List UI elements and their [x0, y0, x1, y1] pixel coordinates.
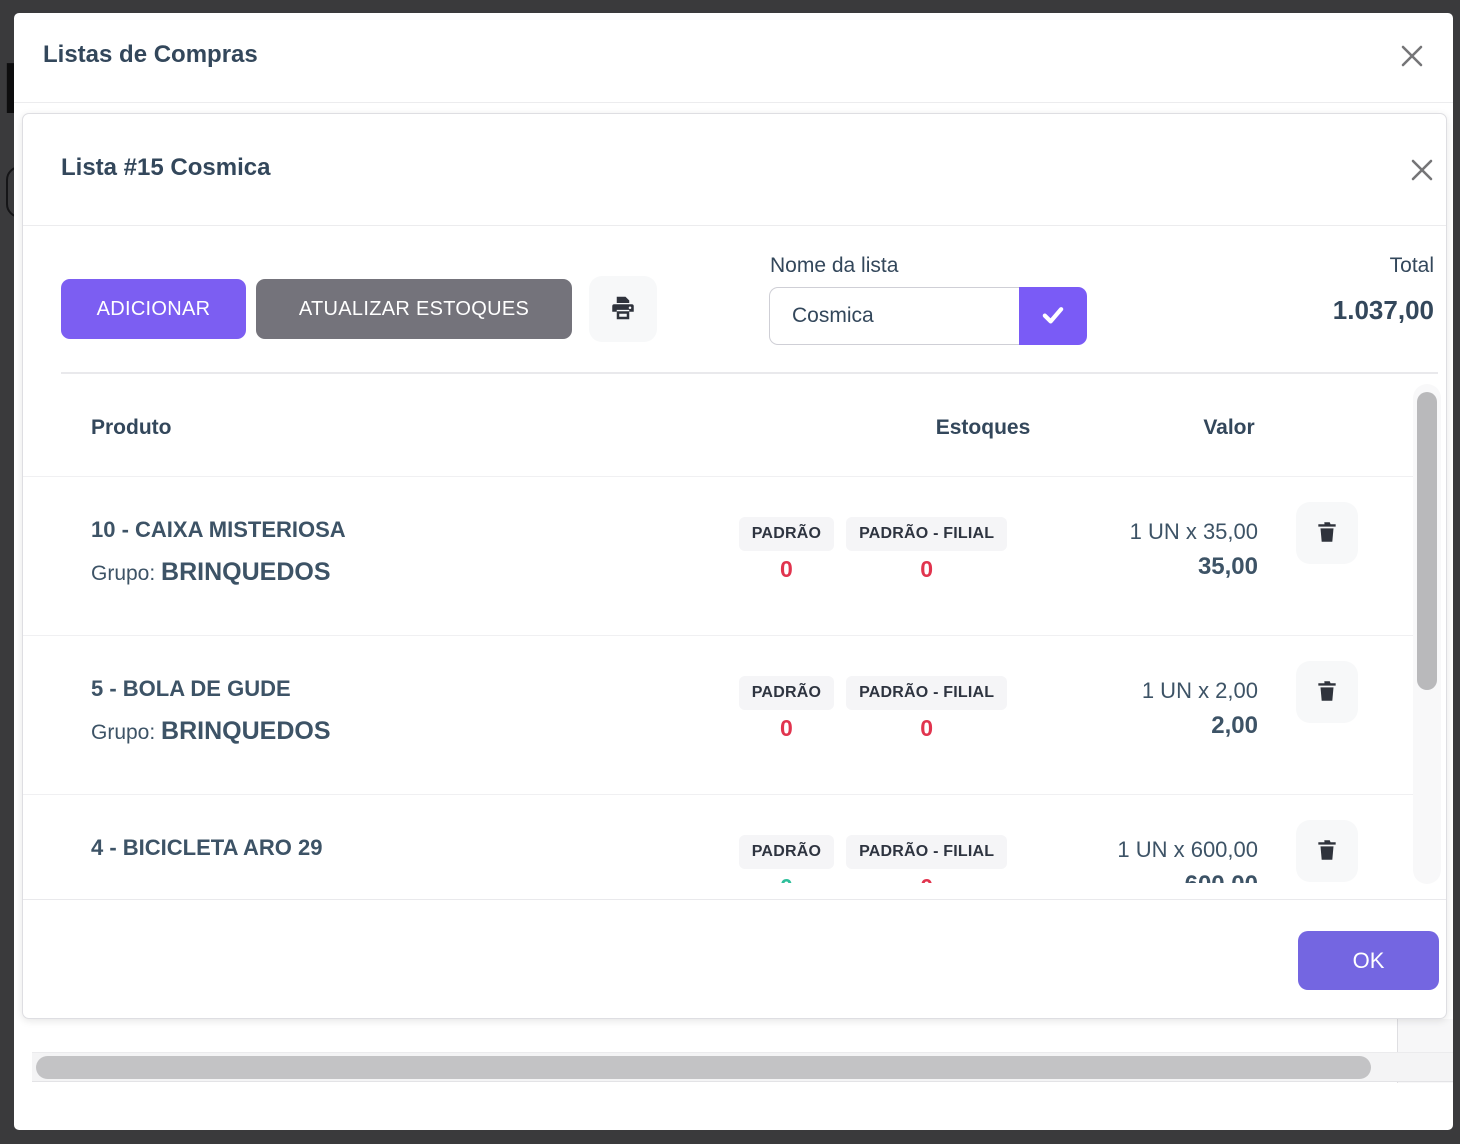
column-header-stocks: Estoques	[935, 416, 1031, 439]
check-icon	[1039, 301, 1067, 332]
printer-icon	[608, 293, 638, 326]
table-row: 4 - BICICLETA ARO 29 PADRÃO 0 PADRÃO - F…	[23, 795, 1413, 883]
stocks-cell: PADRÃO 0 PADRÃO - FILIAL 0	[718, 795, 1028, 883]
subtotal: 600,00	[1028, 871, 1258, 883]
quantity-price: 1 UN x 2,00	[1141, 678, 1258, 703]
product-cell: 4 - BICICLETA ARO 29	[91, 795, 718, 883]
product-name: 4 - BICICLETA ARO 29	[91, 835, 323, 860]
vertical-scrollbar-thumb[interactable]	[1417, 392, 1437, 690]
list-name-group	[769, 287, 1087, 345]
column-header-value: Valor	[1203, 416, 1255, 439]
outer-modal-title: Listas de Compras	[43, 41, 258, 68]
table-header-row: Produto Estoques Valor	[23, 374, 1413, 477]
stock-badge: PADRÃO	[738, 835, 835, 869]
stock-value: 0	[780, 874, 793, 883]
stocks-cell: PADRÃO 0 PADRÃO - FILIAL 0	[718, 477, 1028, 635]
trash-icon	[1314, 519, 1340, 548]
stock-column: PADRÃO - FILIAL 0	[846, 835, 1008, 883]
inner-modal: Lista #15 Cosmica ADICIONAR ATUALIZAR ES…	[22, 113, 1447, 1019]
subtotal: 2,00	[1211, 712, 1258, 739]
delete-item-button[interactable]	[1296, 820, 1358, 882]
stock-badge: PADRÃO - FILIAL	[846, 517, 1008, 551]
product-table: Produto Estoques Valor 10 - CAIXA MISTER…	[23, 374, 1413, 883]
list-name-input[interactable]	[769, 287, 1019, 345]
trash-cell	[1258, 795, 1358, 883]
footer-separator	[23, 899, 1446, 900]
stock-column: PADRÃO - FILIAL 0	[846, 517, 1008, 583]
outer-modal-close-button[interactable]	[1396, 40, 1428, 72]
trash-cell	[1258, 477, 1358, 635]
stock-column: PADRÃO 0	[738, 835, 835, 883]
delete-item-button[interactable]	[1296, 502, 1358, 564]
toolbar-separator	[61, 372, 1438, 374]
stock-column: PADRÃO - FILIAL 0	[846, 676, 1008, 742]
outer-modal: Listas de Compras Lista #15 Cosmica ADIC…	[14, 13, 1453, 1130]
stock-badge: PADRÃO	[738, 676, 835, 710]
stock-column: PADRÃO 0	[738, 517, 835, 583]
stock-badge: PADRÃO	[738, 517, 835, 551]
inner-modal-close-button[interactable]	[1406, 154, 1438, 186]
inner-modal-title: Lista #15 Cosmica	[61, 154, 271, 181]
total-value: 1.037,00	[1332, 295, 1434, 325]
update-stocks-button[interactable]: ATUALIZAR ESTOQUES	[256, 279, 572, 339]
close-icon	[1396, 45, 1428, 75]
table-row: 10 - CAIXA MISTERIOSA Grupo: BRINQUEDOS …	[23, 477, 1413, 636]
ok-button[interactable]: OK	[1298, 931, 1439, 990]
outer-modal-header: Listas de Compras	[14, 13, 1453, 103]
delete-item-button[interactable]	[1296, 661, 1358, 723]
total-label: Total	[1389, 254, 1434, 277]
horizontal-scrollbar[interactable]	[32, 1052, 1453, 1082]
stock-column: PADRÃO 0	[738, 676, 835, 742]
inner-modal-header: Lista #15 Cosmica	[23, 114, 1446, 226]
column-header-product: Produto	[91, 416, 172, 439]
stock-value: 0	[780, 715, 793, 741]
product-name: 10 - CAIXA MISTERIOSA	[91, 517, 346, 542]
list-name-label: Nome da lista	[770, 254, 899, 277]
subtotal: 35,00	[1197, 553, 1258, 580]
stock-badge: PADRÃO - FILIAL	[846, 835, 1008, 869]
product-cell: 5 - BOLA DE GUDE Grupo: BRINQUEDOS	[91, 636, 718, 794]
table-body: 10 - CAIXA MISTERIOSA Grupo: BRINQUEDOS …	[23, 477, 1413, 883]
total-block: Total 1.037,00	[1214, 254, 1434, 326]
stock-value: 0	[920, 874, 933, 883]
product-name: 5 - BOLA DE GUDE	[91, 676, 291, 701]
table-row: 5 - BOLA DE GUDE Grupo: BRINQUEDOS PADRÃ…	[23, 636, 1413, 795]
value-cell: 1 UN x 600,00 600,00	[1028, 795, 1258, 883]
product-cell: 10 - CAIXA MISTERIOSA Grupo: BRINQUEDOS	[91, 477, 718, 635]
quantity-price: 1 UN x 600,00	[1117, 837, 1258, 862]
stocks-cell: PADRÃO 0 PADRÃO - FILIAL 0	[718, 636, 1028, 794]
product-group-name: BRINQUEDOS	[161, 558, 331, 586]
stock-value: 0	[920, 556, 934, 582]
quantity-price: 1 UN x 35,00	[1129, 519, 1258, 544]
trash-icon	[1314, 837, 1340, 866]
close-icon	[1406, 159, 1438, 189]
trash-cell	[1258, 636, 1358, 794]
value-cell: 1 UN x 2,00 2,00	[1028, 636, 1258, 794]
product-group: Grupo: BRINQUEDOS	[91, 558, 331, 586]
value-cell: 1 UN x 35,00 35,00	[1028, 477, 1258, 635]
stock-value: 0	[780, 556, 793, 582]
vertical-scrollbar[interactable]	[1413, 384, 1441, 884]
print-button[interactable]	[589, 276, 657, 342]
product-group-name: BRINQUEDOS	[161, 717, 331, 745]
stock-value: 0	[920, 715, 934, 741]
stock-badge: PADRÃO - FILIAL	[846, 676, 1008, 710]
add-button[interactable]: ADICIONAR	[61, 279, 246, 339]
horizontal-scrollbar-thumb[interactable]	[36, 1056, 1371, 1079]
trash-icon	[1314, 678, 1340, 707]
product-group: Grupo: BRINQUEDOS	[91, 717, 331, 745]
confirm-name-button[interactable]	[1019, 287, 1087, 345]
